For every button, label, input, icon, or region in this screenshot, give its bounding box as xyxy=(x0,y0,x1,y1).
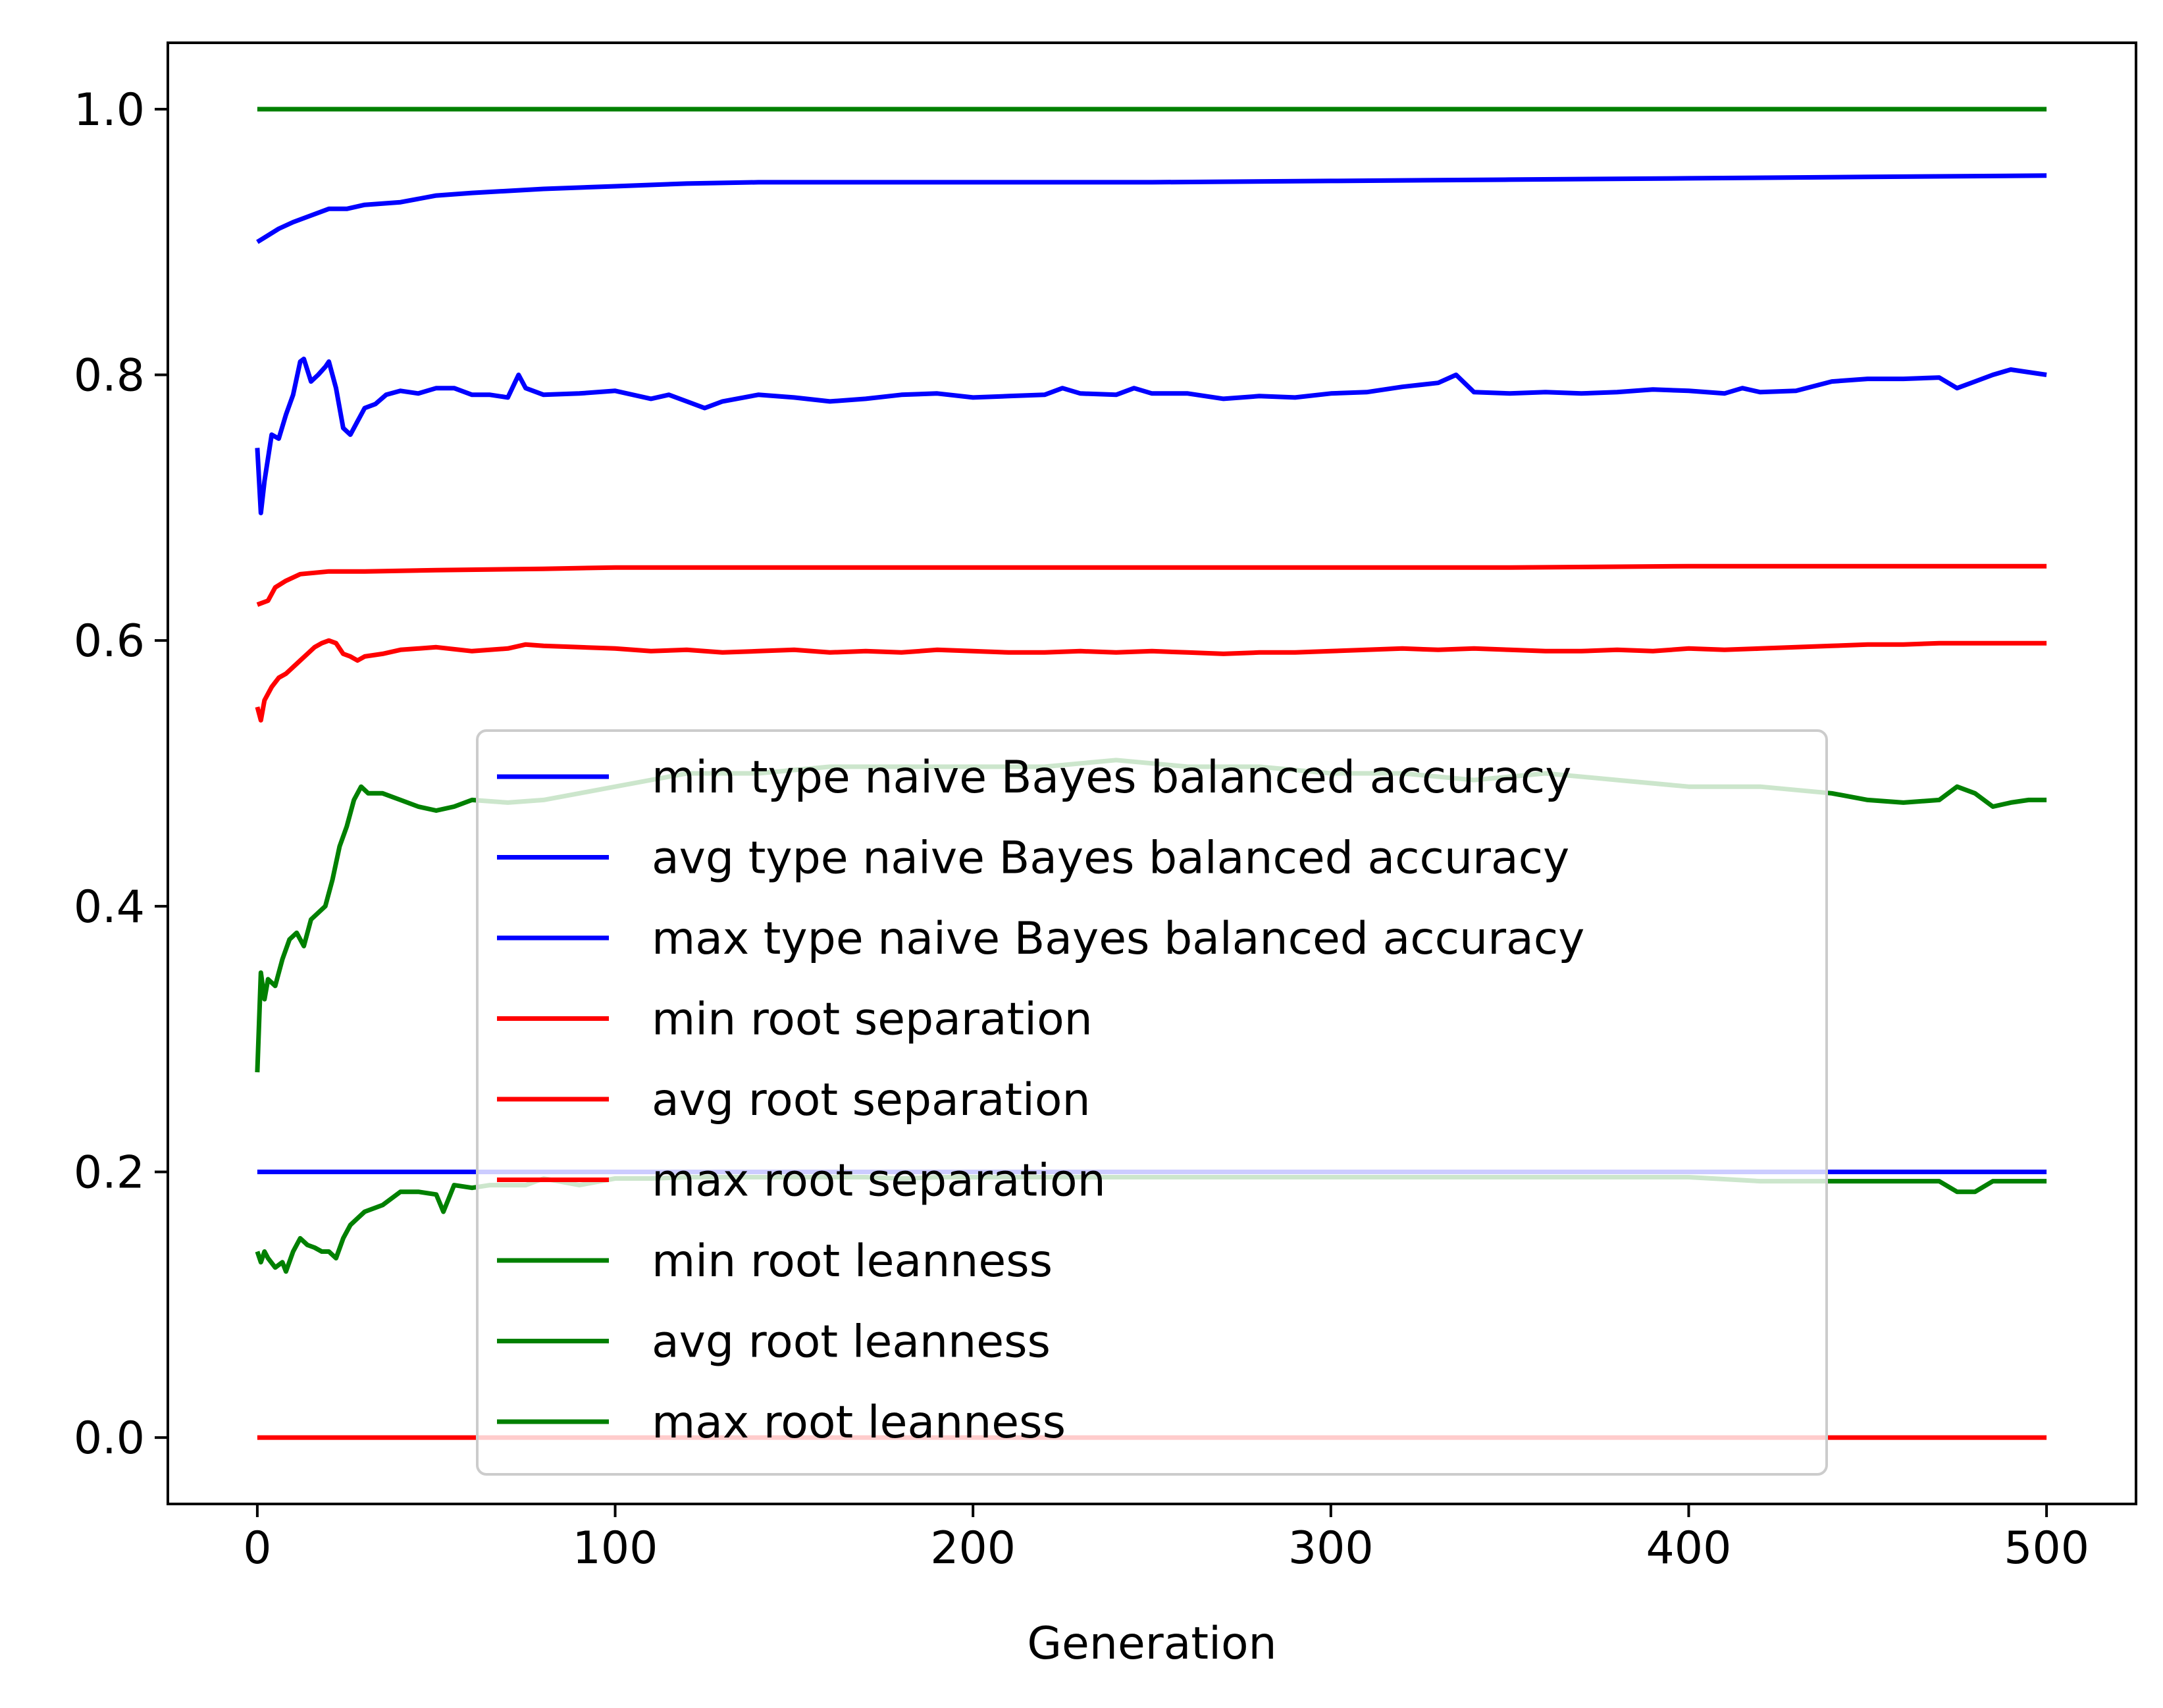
legend-label: avg root leanness xyxy=(652,1316,1051,1368)
y-tick-label: 0.0 xyxy=(74,1412,145,1464)
series-line-2 xyxy=(255,356,2047,515)
legend: min type naive Bayes balanced accuracy av… xyxy=(476,729,1828,1476)
series-line-5 xyxy=(255,638,2047,723)
legend-label: min type naive Bayes balanced accuracy xyxy=(652,752,1571,804)
x-tick-label: 500 xyxy=(2004,1522,2089,1574)
legend-label: max root separation xyxy=(652,1155,1106,1207)
x-tick-label: 0 xyxy=(243,1522,271,1574)
x-tick-label: 400 xyxy=(1646,1522,1732,1574)
legend-label: avg root separation xyxy=(652,1074,1091,1126)
series-line-6 xyxy=(256,563,2047,607)
y-tick-label: 0.8 xyxy=(74,350,145,402)
y-tick-label: 1.0 xyxy=(74,84,145,136)
legend-box xyxy=(476,729,1828,1476)
legend-label: avg type naive Bayes balanced accuracy xyxy=(652,833,1569,885)
x-axis: 0 100 200 300 400 500 xyxy=(243,1504,2089,1574)
x-tick-label: 200 xyxy=(930,1522,1016,1574)
y-tick-label: 0.4 xyxy=(74,881,145,933)
legend-label: min root leanness xyxy=(652,1235,1053,1287)
x-axis-label: Generation xyxy=(1027,1618,1276,1670)
legend-entries: min type naive Bayes balanced accuracy av… xyxy=(497,752,1584,1449)
series-line-3 xyxy=(256,173,2047,244)
y-tick-label: 0.6 xyxy=(74,615,145,667)
legend-label: min root separation xyxy=(652,994,1093,1046)
legend-label: max type naive Bayes balanced accuracy xyxy=(652,913,1584,965)
x-tick-label: 300 xyxy=(1288,1522,1374,1574)
axes-frame xyxy=(167,41,2137,1505)
y-tick-label: 0.2 xyxy=(74,1147,145,1199)
y-axis: 0.0 0.2 0.4 0.6 0.8 1.0 xyxy=(74,84,168,1464)
x-tick-label: 100 xyxy=(573,1522,658,1574)
legend-label: max root leanness xyxy=(652,1397,1066,1449)
